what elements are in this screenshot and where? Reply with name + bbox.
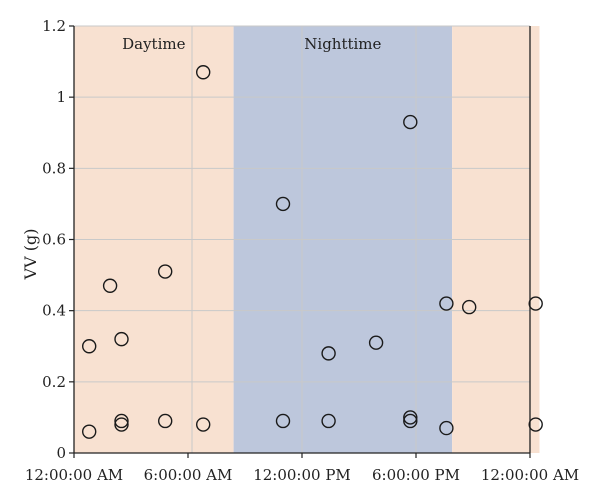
- data-point-19: [439, 420, 454, 436]
- y-tick-label-6: 1.2: [42, 17, 66, 35]
- y-tick-label-4: 0.8: [42, 159, 66, 177]
- data-point-5: [114, 417, 129, 432]
- x-tick-label-2: 12:00:00 PM: [253, 466, 351, 484]
- data-point-16: [403, 410, 418, 425]
- data-point-6: [157, 264, 173, 279]
- data-point-7: [157, 413, 173, 429]
- data-point-13: [321, 413, 336, 429]
- data-point-20: [462, 299, 477, 315]
- y-tick-label-1: 0.2: [42, 373, 66, 391]
- data-point-9: [195, 417, 211, 432]
- data-point-1: [81, 339, 97, 354]
- data-point-21: [528, 296, 543, 311]
- data-point-18: [439, 296, 454, 311]
- y-axis-label: VV (g): [21, 229, 40, 281]
- y-tick-label-3: 0.6: [42, 231, 66, 249]
- data-point-11: [275, 413, 291, 429]
- data-point-2: [102, 278, 118, 293]
- x-tick-label-3: 6:00:00 PM: [372, 466, 460, 484]
- data-point-17: [403, 413, 418, 429]
- data-point-0: [81, 424, 97, 439]
- axes: [69, 25, 531, 458]
- data-point-4: [114, 413, 129, 429]
- y-tick-label-2: 0.4: [42, 302, 66, 320]
- data-points: [81, 65, 543, 439]
- x-tick-label-4: 12:00:00 AM: [481, 466, 579, 484]
- data-point-15: [403, 114, 418, 130]
- data-point-3: [114, 331, 129, 347]
- band-label-0: Daytime: [122, 35, 185, 53]
- tick-labels: 0 0.2 0.4 0.6 0.8 1 1.2 12:00:00 AM 6:00:00 AM 12…: [25, 17, 579, 484]
- data-point-8: [195, 65, 211, 80]
- y-tick-label-5: 1: [56, 88, 66, 106]
- x-tick-label-0: 12:00:00 AM: [25, 466, 123, 484]
- y-tick-label-0: 0: [56, 444, 66, 462]
- band-label-1: Nighttime: [304, 35, 381, 53]
- x-tick-label-1: 6:00:00 AM: [144, 466, 233, 484]
- data-point-10: [275, 196, 291, 212]
- data-point-12: [321, 346, 336, 361]
- data-point-14: [368, 335, 384, 350]
- gridlines: [74, 25, 530, 453]
- data-point-22: [528, 417, 543, 432]
